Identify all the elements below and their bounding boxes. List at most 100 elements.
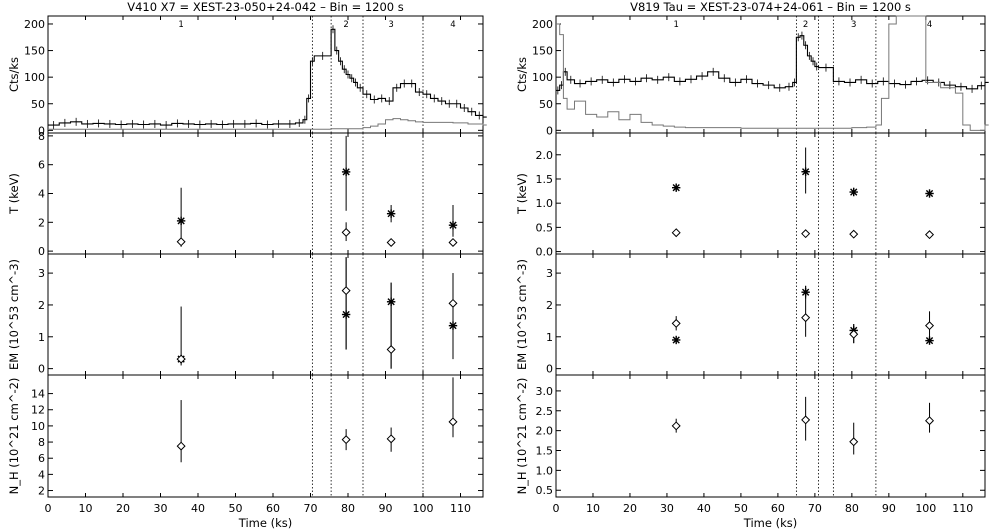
x-tick-label: 70 xyxy=(304,502,318,515)
x-tick-label: 0 xyxy=(45,502,52,515)
y-axis-label: N_H (10^21 cm^-2) xyxy=(7,378,21,495)
x-tick-label: 30 xyxy=(154,502,168,515)
y-tick-label: 0.5 xyxy=(536,221,554,234)
x-tick-label: 50 xyxy=(734,502,748,515)
panel-T: 0.0 0.5 1.0 1.5 2.0 T (keV) xyxy=(515,132,986,259)
diamond-marker xyxy=(448,417,458,427)
y-tick-label: 8 xyxy=(38,130,45,143)
panel-lightcurve: 0 50 100 150 200 Cts/ks 1 2 3 4 xyxy=(7,15,487,137)
y-tick-label: 3 xyxy=(38,267,45,280)
star-stroke xyxy=(672,184,680,192)
x-tick-label: 10 xyxy=(79,502,93,515)
panel-frame xyxy=(555,132,986,255)
y-tick-label: 100 xyxy=(24,71,45,84)
y-axis-label: Cts/ks xyxy=(7,57,21,92)
panel-EM: 0 1 2 3 EM (10^53 cm^-3) xyxy=(7,253,484,376)
x-tick-label: 60 xyxy=(266,502,280,515)
y-tick-label: 4 xyxy=(38,468,45,481)
panel-frame xyxy=(555,374,986,498)
y-axis-label: Cts/ks xyxy=(515,57,529,92)
y-tick-label: 50 xyxy=(31,98,45,111)
y-tick-label: 6 xyxy=(38,159,45,172)
panel-frame xyxy=(47,253,484,376)
chart-1: V410 X7 = XEST-23-050+24-042 – Bin = 120… xyxy=(7,0,487,530)
star-stroke xyxy=(342,168,350,176)
y-tick-label: 0.5 xyxy=(536,484,554,497)
diamond-marker xyxy=(341,435,351,445)
diamond-marker xyxy=(801,229,811,239)
diamond-marker xyxy=(176,441,186,451)
panel-frame xyxy=(47,132,484,255)
y-tick-label: 1.5 xyxy=(536,173,554,186)
x-tick-label: 40 xyxy=(191,502,205,515)
star-stroke xyxy=(387,210,395,218)
star-marker xyxy=(341,167,351,177)
y-tick-label: 0 xyxy=(546,124,553,137)
x-tick-label: 100 xyxy=(413,502,434,515)
panel-NH: 0.5 1.0 1.5 2.0 2.5 3.0 N_H (10^21 cm^-2) xyxy=(515,374,986,498)
star-stroke xyxy=(925,336,934,345)
star-marker xyxy=(925,189,934,198)
diamond-marker xyxy=(448,237,458,247)
segment-label: 2 xyxy=(343,20,348,30)
source-lightcurve xyxy=(48,28,487,126)
x-axis-label: Time (ks) xyxy=(238,516,292,530)
y-axis-label: T (keV) xyxy=(7,173,21,215)
y-tick-label: 1.0 xyxy=(536,197,554,210)
panel-frame xyxy=(47,374,484,498)
star-marker xyxy=(801,167,810,176)
diamond-marker xyxy=(925,416,935,426)
star-marker xyxy=(386,209,396,218)
y-tick-label: 1 xyxy=(38,331,45,344)
y-tick-label: 1.5 xyxy=(536,445,554,458)
y-tick-label: 2.5 xyxy=(536,405,554,418)
y-tick-label: 100 xyxy=(532,71,553,84)
diamond-marker xyxy=(801,415,811,425)
y-tick-label: 0 xyxy=(38,245,45,258)
x-tick-label: 50 xyxy=(229,502,243,515)
panel-T: 0 2 4 6 8 T (keV) xyxy=(7,130,484,258)
x-tick-label: 0 xyxy=(553,502,560,515)
y-tick-label: 2 xyxy=(38,299,45,312)
diamond-marker xyxy=(849,329,859,339)
panel-frame xyxy=(555,253,986,376)
panel-frame xyxy=(47,15,484,134)
y-tick-label: 200 xyxy=(532,18,553,31)
diamond-marker xyxy=(671,228,681,238)
y-axis-label: EM (10^53 cm^-3) xyxy=(515,259,529,370)
diamond-marker xyxy=(386,434,396,444)
x-tick-label: 20 xyxy=(116,502,130,515)
x-tick-label: 110 xyxy=(952,502,973,515)
segment-label: 2 xyxy=(803,20,808,30)
panel-EM: 0 1 2 3 EM (10^53 cm^-3) xyxy=(515,253,986,376)
y-tick-label: 200 xyxy=(24,18,45,31)
segment-label: 3 xyxy=(388,20,393,30)
diamond-marker xyxy=(341,227,351,237)
x-tick-label: 60 xyxy=(771,502,785,515)
diamond-marker xyxy=(176,237,186,247)
star-stroke xyxy=(177,217,185,225)
segment-label: 3 xyxy=(851,20,856,30)
star-marker xyxy=(671,183,681,192)
y-tick-label: 50 xyxy=(539,98,553,111)
x-tick-label: 90 xyxy=(379,502,393,515)
diamond-marker xyxy=(386,237,396,247)
segment-label: 4 xyxy=(450,20,455,30)
chart-2: V819 Tau = XEST-23-074+24-061 – Bin = 12… xyxy=(515,0,989,530)
y-tick-label: 2 xyxy=(38,216,45,229)
y-axis-label: T (keV) xyxy=(515,173,529,215)
panel-NH: 2 4 6 8 10 12 14 N_H (10^21 cm^-2) xyxy=(7,374,484,498)
star-stroke xyxy=(449,221,457,229)
y-tick-label: 2 xyxy=(38,485,45,498)
star-marker xyxy=(849,187,858,197)
y-tick-label: 1.0 xyxy=(536,464,554,477)
x-tick-label: 90 xyxy=(882,502,896,515)
x-tick-label: 80 xyxy=(845,502,859,515)
y-tick-label: 150 xyxy=(24,45,45,58)
y-tick-label: 0.0 xyxy=(536,246,554,259)
star-stroke xyxy=(672,336,680,344)
diamond-marker xyxy=(341,286,351,296)
x-tick-label: 20 xyxy=(623,502,637,515)
y-axis-label: N_H (10^21 cm^-2) xyxy=(515,378,529,495)
x-tick-label: 110 xyxy=(450,502,471,515)
